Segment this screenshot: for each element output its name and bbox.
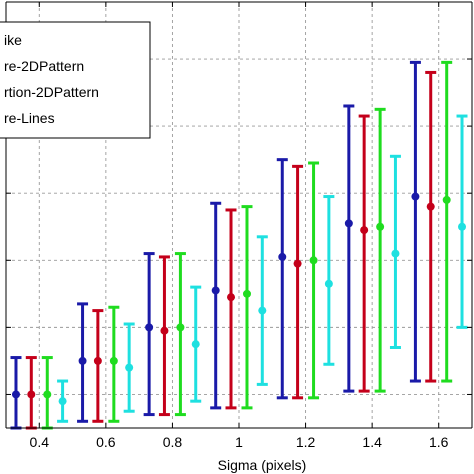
mean-point [160,326,169,335]
mean-point [11,390,20,399]
mean-point [93,356,102,365]
mean-point [391,249,400,258]
mean-point [442,195,451,204]
mean-point [309,256,318,265]
series-layer [10,60,468,430]
series-4 [57,114,468,423]
x-tick-label: 1.2 [296,434,316,450]
mean-point [176,323,185,332]
x-tick-label: 0.4 [30,434,50,450]
legend-entry: rtion-2DPattern [4,84,99,100]
mean-point [58,397,67,406]
mean-point [360,226,369,235]
legend: ike re-2DPattern rtion-2DPattern re-Lines [0,21,151,139]
x-tick-label: 0.6 [96,434,116,450]
mean-point [211,286,220,295]
axes-layer: 0.4 0.6 0.8 1 1.2 1.4 1.6 [5,1,473,450]
x-tick-label: 1 [235,434,243,450]
mean-point [458,222,467,231]
series-2 [25,70,437,430]
mean-point [78,356,87,365]
mean-point [426,202,435,211]
grid-layer [6,2,472,428]
mean-point [43,390,52,399]
legend-entry: re-2DPattern [4,58,84,74]
legend-box [0,21,151,139]
mean-point [278,252,287,261]
mean-point [191,340,200,349]
mean-point [227,293,236,302]
mean-point [324,279,333,288]
mean-point [242,289,251,298]
mean-point [27,390,36,399]
mean-point [125,363,134,372]
x-tick-label: 1.6 [429,434,449,450]
mean-point [411,192,420,201]
mean-point [344,219,353,228]
mean-point [376,222,385,231]
mean-point [145,323,154,332]
mean-point [109,356,118,365]
mean-point [258,306,267,315]
legend-entry: re-Lines [4,110,55,126]
x-axis-label: Sigma (pixels) [218,457,307,473]
legend-entry: ike [4,32,22,48]
series-3 [41,60,453,430]
x-tick-label: 0.8 [163,434,183,450]
x-tick-label: 1.4 [362,434,382,450]
mean-point [293,259,302,268]
series-1 [10,60,421,430]
